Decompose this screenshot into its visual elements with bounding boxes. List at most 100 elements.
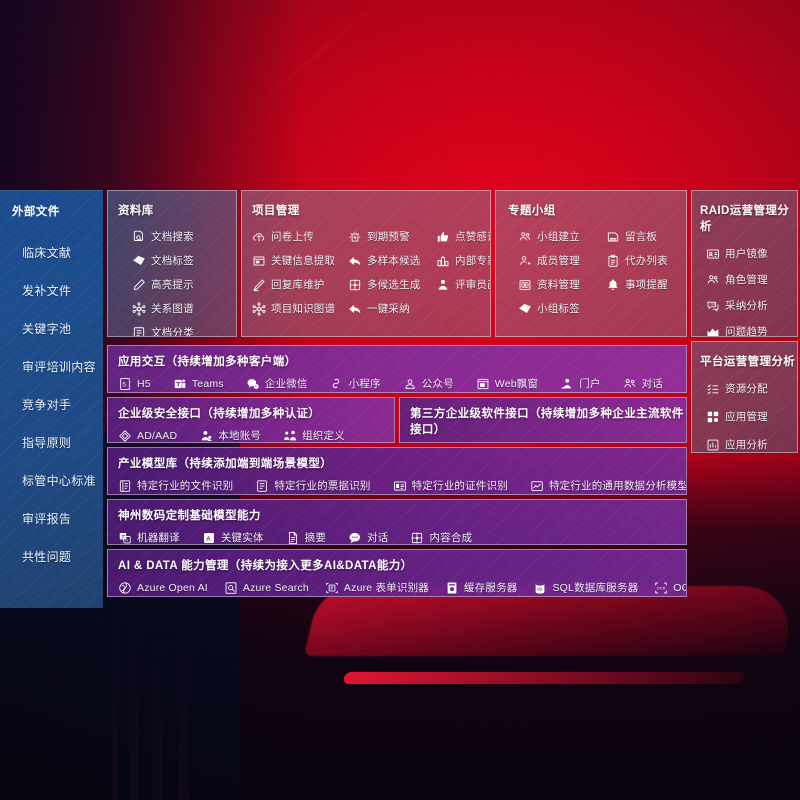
item-label: 本地账号 [218, 430, 262, 442]
item-label: 问题趋势 [725, 326, 768, 337]
local-account-icon [199, 429, 213, 443]
sidebar-item-review-training[interactable]: 审评培训内容 [22, 359, 96, 374]
item-organization-define[interactable]: 组织定义 [283, 428, 345, 442]
item-label: 特定行业的文件识别 [137, 480, 234, 492]
item-document-search[interactable]: 文档搜索 [132, 229, 236, 244]
item-multi-candidate-generate[interactable]: 多候选生成 [348, 277, 436, 292]
item-label: 文档搜索 [151, 231, 194, 243]
sidebar-item-supplementary-files[interactable]: 发补文件 [22, 283, 72, 298]
sidebar-item-review-report[interactable]: 审评报告 [22, 511, 72, 526]
wecom-icon [246, 377, 260, 391]
item-label: 成员管理 [537, 255, 580, 267]
sidebar-item-common-issues[interactable]: 共性问题 [22, 549, 72, 564]
item-material-management[interactable]: 资料管理 [518, 277, 606, 292]
sidebar-item-clinical-literature[interactable]: 临床文献 [22, 245, 72, 260]
item-label: 特定行业的通用数据分析模型 [548, 480, 687, 492]
item-like-thanks[interactable]: 点赞感谢 [436, 229, 490, 244]
graph-network-icon [252, 301, 266, 316]
sidebar-item-competitors[interactable]: 竞争对手 [22, 397, 72, 412]
svg-text:A: A [206, 535, 211, 542]
panel-title-security-interface: 企业级安全接口（持续增加多种认证） [118, 408, 321, 420]
panel-title-app-interaction: 应用交互（持续增加多种客户端） [118, 356, 297, 368]
item-role-management[interactable]: 角色管理 [706, 272, 797, 287]
item-azure-open-ai[interactable]: Azure Open AI [118, 581, 208, 595]
item-ad-aad[interactable]: AD/AAD [118, 429, 177, 443]
panel-third-party-interface: 第三方企业级软件接口（持续增加多种企业主流软件接口） API自动化设计器 [399, 397, 687, 443]
item-message-board[interactable]: 留言板 [606, 229, 686, 244]
item-chat[interactable]: 对话 [348, 530, 388, 544]
item-label: 问卷上传 [271, 231, 314, 243]
item-summary[interactable]: 摘要 [286, 530, 326, 544]
item-member-management[interactable]: 成员管理 [518, 253, 606, 268]
item-one-click-adopt[interactable]: 一键采纳 [348, 301, 436, 316]
item-label: 用户镜像 [725, 248, 768, 260]
item-issue-trend[interactable]: 问题趋势 [706, 324, 797, 337]
item-miniprogram[interactable]: 小程序 [330, 376, 381, 391]
item-group-create[interactable]: 小组建立 [518, 229, 606, 244]
item-data-analysis-model[interactable]: 特定行业的通用数据分析模型 [530, 478, 687, 493]
item-label: 高亮提示 [151, 279, 194, 291]
item-key-entity[interactable]: A 关键实体 [202, 530, 264, 544]
item-azure-form-recognizer[interactable]: Azure 表单识别器 [325, 580, 429, 595]
item-web-popup[interactable]: Web飘窗 [476, 376, 538, 391]
item-id-recognition[interactable]: 特定行业的证件识别 [393, 478, 508, 493]
panel-raid-analysis: RAID运营管理分析 用户镜像 角色管理 QA 采纳分析 问题趋势 [691, 190, 798, 337]
panel-title-raid-analysis: RAID运营管理分析 [700, 205, 790, 233]
item-group-tag[interactable]: 小组标签 [518, 301, 606, 316]
azure-openai-icon [118, 581, 132, 595]
sidebar-item-keyword-pool[interactable]: 关键字池 [22, 321, 72, 336]
item-label: 对话 [641, 378, 664, 390]
tag-icon [518, 302, 532, 316]
item-document-tag[interactable]: 文档标签 [132, 253, 236, 268]
item-wecom[interactable]: 企业微信 [246, 376, 308, 391]
item-project-knowledge-graph[interactable]: 项目知识图谱 [252, 301, 348, 316]
item-app-analysis[interactable]: 应用分析 [706, 437, 797, 452]
app-interaction-items: 5 H5 Teams 企业微信 小程序 公众号 Web飘窗 [118, 376, 686, 391]
item-content-synthesis[interactable]: 内容合成 [410, 530, 472, 544]
generate-grid-icon [348, 278, 362, 292]
item-multi-sample-candidate[interactable]: 多样本候选 [348, 253, 436, 268]
item-azure-search[interactable]: Azure Search [224, 581, 309, 595]
item-file-recognition[interactable]: 特定行业的文件识别 [118, 478, 233, 493]
item-label: 资源分配 [725, 383, 768, 395]
item-invoice-recognition[interactable]: 特定行业的票据识别 [255, 478, 370, 493]
item-dialog[interactable]: 对话 [623, 376, 663, 391]
item-reviewer-portrait[interactable]: 评审员画像 [436, 277, 490, 292]
ocr-icon: OCR [654, 581, 668, 595]
item-label: 资料管理 [537, 279, 580, 291]
item-key-info-extract[interactable]: 关键信息提取 [252, 253, 348, 268]
item-user-portrait[interactable]: 用户镜像 [706, 246, 797, 261]
item-expiry-alert[interactable]: 到期预警 [348, 229, 436, 244]
item-questionnaire-upload[interactable]: 问卷上传 [252, 229, 348, 244]
item-document-category[interactable]: 文档分类 [132, 325, 236, 336]
cloud-upload-icon [252, 230, 266, 244]
item-h5[interactable]: 5 H5 [118, 377, 151, 391]
item-event-reminder[interactable]: 事项提醒 [606, 277, 686, 292]
item-teams[interactable]: Teams [173, 377, 224, 391]
item-app-management[interactable]: 应用管理 [706, 409, 797, 424]
item-relation-graph[interactable]: 关系图谱 [132, 301, 236, 316]
item-ocr[interactable]: OCR OCR [654, 581, 686, 595]
sidebar-item-guidelines[interactable]: 指导原则 [22, 435, 72, 450]
sidebar-item-standards-center[interactable]: 标管中心标准 [22, 473, 96, 488]
item-internal-expert-rank[interactable]: 内部专家排名 [436, 253, 490, 268]
panel-title-third-party-interface: 第三方企业级软件接口（持续增加多种企业主流软件接口） [410, 408, 684, 436]
item-official-account[interactable]: 公众号 [403, 376, 454, 391]
item-reply-library-maintain[interactable]: 回复库维护 [252, 277, 348, 292]
item-resource-allocation[interactable]: 资源分配 [706, 381, 797, 396]
panel-title-topic-group: 专题小组 [508, 205, 556, 217]
teams-icon [173, 377, 187, 391]
item-todo-list[interactable]: 代办列表 [606, 253, 686, 268]
item-local-account[interactable]: 本地账号 [199, 428, 262, 443]
shield-diamond-icon [118, 429, 132, 443]
arrow-back-icon [348, 302, 362, 316]
file-recognition-icon [118, 479, 132, 493]
item-cache-server[interactable]: 缓存服务器 [445, 580, 518, 595]
item-sql-database-server[interactable]: SQL SQL数据库服务器 [533, 580, 638, 595]
graph-network-icon [132, 301, 146, 316]
knowledge-base-items: 文档搜索 文档标签 高亮提示 关系图谱 文档分类 [132, 229, 236, 336]
item-adoption-analysis[interactable]: QA 采纳分析 [706, 298, 797, 313]
item-portal[interactable]: 门户 [560, 376, 600, 391]
item-highlight-hint[interactable]: 高亮提示 [132, 277, 236, 292]
